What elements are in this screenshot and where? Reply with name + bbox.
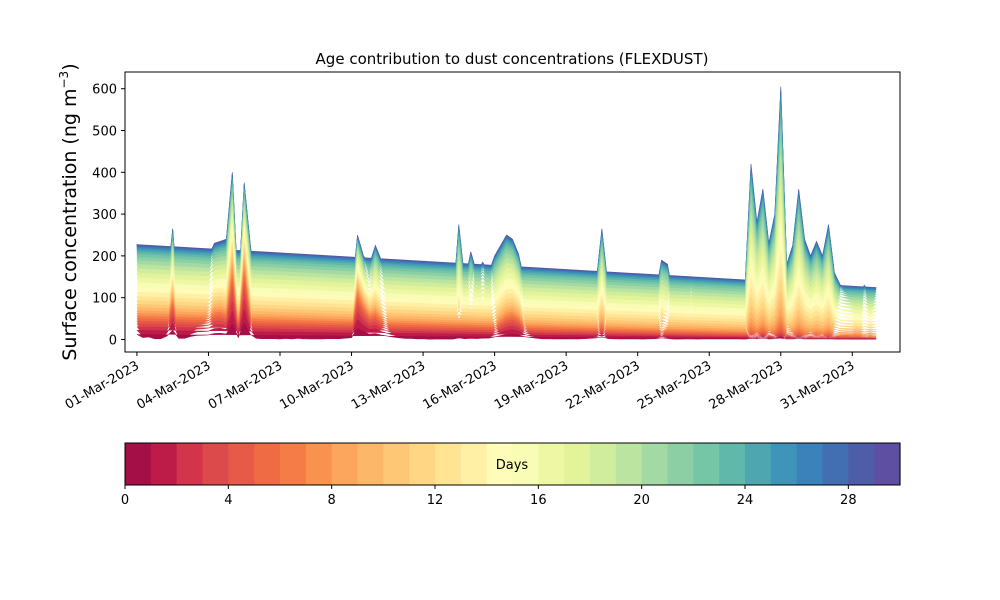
colorbar-cell [822,443,849,485]
y-tick-label: 100 [92,292,117,307]
y-axis: 0 100 200 300 400 500 600 [92,83,125,348]
y-axis-label-superscript: −3 [57,71,71,89]
y-axis-label-close: ) [59,63,81,70]
colorbar-tick-label: 0 [121,493,129,508]
colorbar-cell [745,443,772,485]
y-axis-label: Surface concentration (ng m−3) [57,63,81,360]
colorbar-tick-label: 12 [427,493,444,508]
colorbar-tick-label: 24 [737,493,754,508]
y-tick-label: 300 [92,208,117,223]
colorbar-cell [460,443,488,485]
colorbar-cell [538,443,565,485]
colorbar-cell [150,443,178,485]
colorbar-tick-label: 28 [840,493,857,508]
colorbar-cell [305,443,333,485]
colorbar-cell [615,443,643,485]
colorbar-cell [512,443,539,485]
colorbar [125,443,901,485]
colorbar-label: Days [496,458,529,473]
colorbar-cell [331,443,359,485]
colorbar-axis: 0 4 8 12 16 20 24 28 [121,485,857,508]
colorbar-tick-label: 20 [633,493,650,508]
colorbar-cell [125,443,152,485]
colorbar-cell [770,443,798,485]
y-tick-label: 500 [92,125,117,140]
y-tick-label: 0 [109,333,117,348]
colorbar-cell [641,443,669,485]
colorbar-cell [719,443,746,485]
age-layer-day-0 [136,322,877,340]
colorbar-cell [435,443,462,485]
colorbar-cell [667,443,694,485]
y-axis-label-main: Surface concentration (ng m [59,89,81,361]
colorbar-cell [254,443,281,485]
colorbar-tick-label: 16 [530,493,547,508]
chart-title: Age contribution to dust concentrations … [316,50,709,68]
y-tick-label: 600 [92,83,117,98]
colorbar-tick-label: 4 [224,493,232,508]
colorbar-tick-label: 8 [328,493,336,508]
colorbar-frame [124,442,901,486]
colorbar-cell [357,443,384,485]
colorbar-cell [693,443,720,485]
y-tick-label: 400 [92,166,117,181]
colorbar-cell [228,443,255,485]
colorbar-cell [848,443,875,485]
colorbar-cell [796,443,824,485]
y-tick-label: 200 [92,250,117,265]
colorbar-cell [202,443,229,485]
colorbar-cell [383,443,410,485]
colorbar-cell [486,443,514,485]
colorbar-cell [590,443,617,485]
plot-frame [124,71,901,353]
colorbar-cell [874,443,901,485]
colorbar-cell [176,443,204,485]
stacked-area-layers [136,86,877,340]
colorbar-cell [280,443,307,485]
colorbar-cell [564,443,591,485]
colorbar-cell [409,443,436,485]
